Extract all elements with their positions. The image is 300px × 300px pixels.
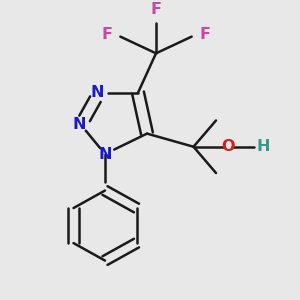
Text: N: N bbox=[73, 117, 86, 132]
Text: N: N bbox=[98, 146, 112, 161]
Text: N: N bbox=[91, 85, 104, 100]
Text: O: O bbox=[221, 139, 235, 154]
Text: F: F bbox=[151, 2, 161, 17]
Text: F: F bbox=[101, 27, 112, 42]
Text: H: H bbox=[256, 139, 270, 154]
Text: F: F bbox=[200, 27, 211, 42]
